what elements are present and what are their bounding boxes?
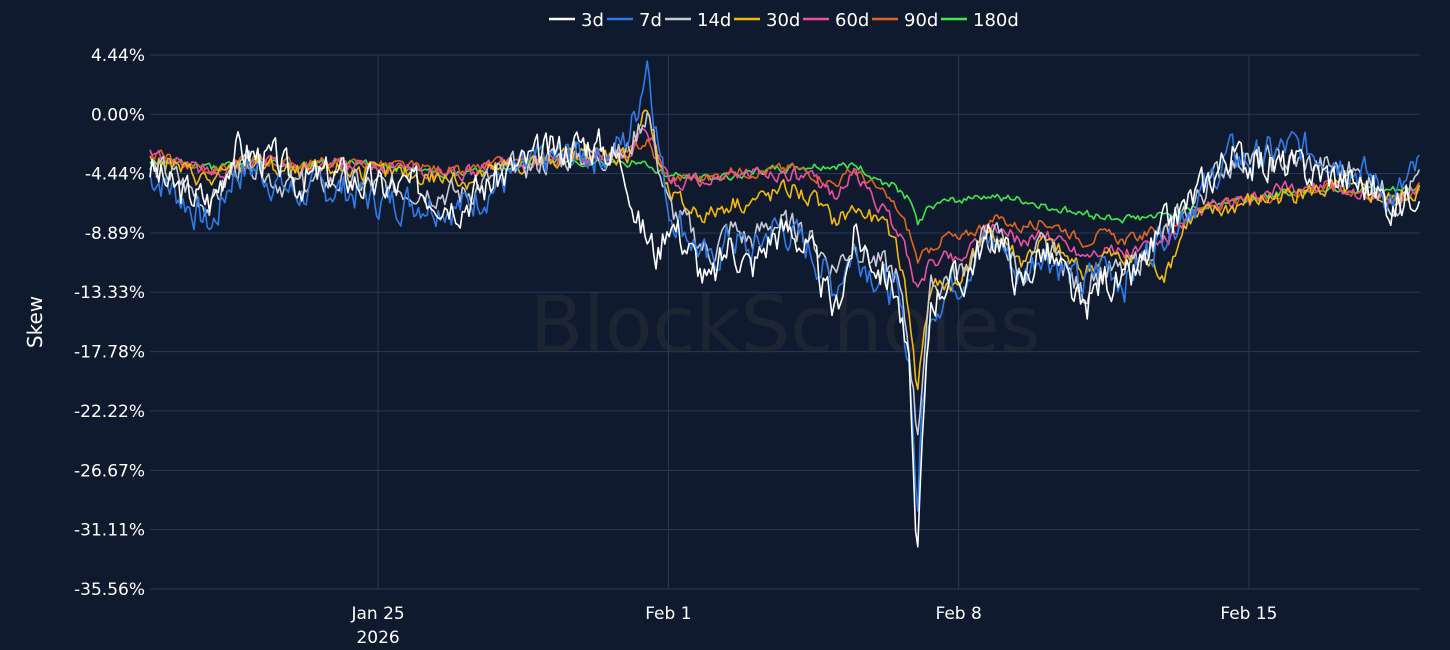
x-tick-label: Feb 1	[645, 604, 691, 624]
y-tick-label: -8.89%	[85, 224, 145, 244]
series-line-60d	[149, 128, 1421, 288]
y-tick-label: -4.44%	[85, 165, 145, 185]
y-tick-label: -13.33%	[74, 283, 145, 303]
x-tick-sublabel: 2026	[356, 628, 399, 648]
y-tick-label: 0.00%	[91, 105, 145, 125]
y-axis-ticks: 4.44% 0.00% -4.44% -8.89% -13.33% -17.78% -22.…	[74, 46, 145, 600]
legend-label: 3d	[581, 10, 604, 31]
series-lines	[149, 60, 1421, 548]
grid	[150, 54, 1420, 590]
series-line-14d	[149, 112, 1421, 436]
y-tick-label: -22.22%	[74, 402, 145, 422]
legend-item-90d[interactable]: 90d	[872, 10, 938, 31]
legend-label: 14d	[697, 10, 731, 31]
legend-label: 180d	[973, 10, 1019, 31]
x-tick-label: Feb 8	[935, 604, 981, 624]
legend-item-180d[interactable]: 180d	[941, 10, 1019, 31]
x-tick-label: Feb 15	[1220, 604, 1277, 624]
legend-item-7d[interactable]: 7d	[607, 10, 662, 31]
legend-item-30d[interactable]: 30d	[734, 10, 800, 31]
watermark-text: BlockScholes	[530, 281, 1041, 371]
series-line-3d	[149, 128, 1421, 548]
series-line-30d	[149, 109, 1421, 391]
y-tick-label: 4.44%	[91, 46, 145, 66]
legend-item-3d[interactable]: 3d	[549, 10, 604, 31]
legend-label: 7d	[639, 10, 662, 31]
legend-item-14d[interactable]: 14d	[665, 10, 731, 31]
y-axis-title: Skew	[23, 296, 47, 348]
x-tick-label: Jan 25	[350, 604, 404, 624]
y-tick-label: -35.56%	[74, 580, 145, 600]
y-tick-label: -31.11%	[74, 521, 145, 541]
legend-label: 60d	[835, 10, 869, 31]
y-tick-label: -26.67%	[74, 461, 145, 481]
legend-label: 90d	[904, 10, 938, 31]
legend-item-60d[interactable]: 60d	[803, 10, 869, 31]
legend-label: 30d	[766, 10, 800, 31]
y-tick-label: -17.78%	[74, 343, 145, 363]
x-axis-ticks: Jan 25 2026 Feb 1 Feb 8 Feb 15	[350, 604, 1277, 648]
legend[interactable]: 3d 7d 14d 30d 60d 90d 180d	[549, 10, 1019, 31]
